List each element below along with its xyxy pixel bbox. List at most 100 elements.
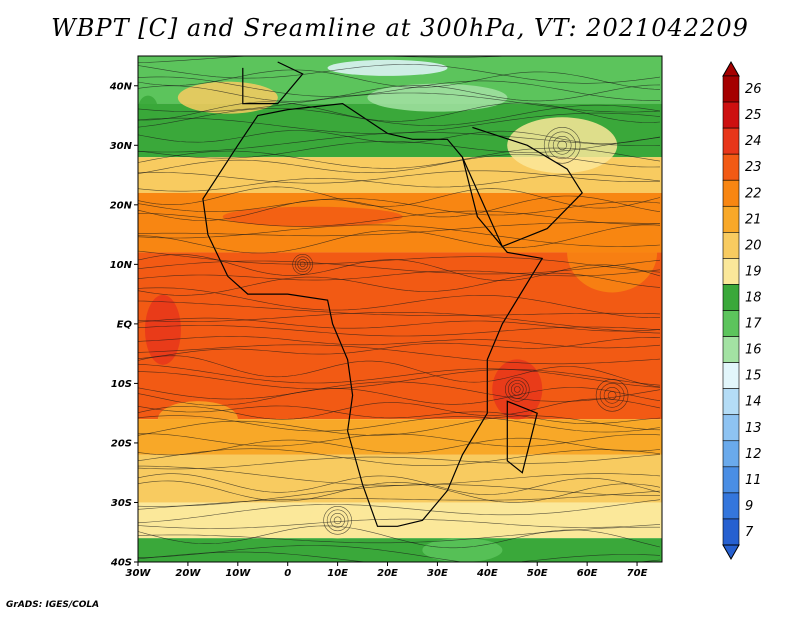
streamline-vortex bbox=[543, 126, 581, 164]
streamline bbox=[137, 170, 661, 184]
lon-tick-label: 20E bbox=[377, 568, 398, 579]
streamline bbox=[137, 454, 661, 470]
colorbar-bottom-arrow bbox=[722, 544, 740, 561]
colorbar-label-26: 26 bbox=[745, 82, 762, 97]
streamline bbox=[137, 448, 661, 466]
streamline bbox=[137, 137, 661, 159]
streamline-vortex bbox=[595, 379, 629, 412]
streamline-vortex bbox=[557, 140, 567, 151]
colorbar-swatch-21 bbox=[722, 205, 740, 233]
colorbar-swatch-13 bbox=[722, 414, 740, 442]
streamline bbox=[137, 336, 661, 359]
streamline-vortex bbox=[507, 380, 527, 399]
streamline bbox=[137, 398, 661, 420]
colorbar-top-arrow bbox=[722, 60, 740, 77]
streamline bbox=[137, 186, 661, 209]
streamline-vortex bbox=[599, 383, 625, 408]
streamline-vortex bbox=[323, 506, 352, 535]
streamline bbox=[137, 154, 661, 174]
colorbar-label-15: 15 bbox=[745, 369, 762, 384]
colorbar-label-7: 7 bbox=[745, 525, 754, 540]
colorbar-swatch-22 bbox=[722, 179, 740, 207]
latitude-axis: 40N 30N 20N 10N EQ 10S 20S 30S 40S bbox=[109, 81, 138, 569]
colorbar-swatch-9 bbox=[722, 492, 740, 520]
lat-tick-label: 40N bbox=[109, 81, 133, 92]
field-feature-8 bbox=[222, 206, 403, 227]
streamline bbox=[137, 405, 661, 424]
streamline bbox=[137, 272, 661, 296]
lon-tick-label: 30W bbox=[126, 568, 152, 579]
streamline-vortex bbox=[607, 391, 617, 400]
colorbar-label-9: 9 bbox=[745, 499, 753, 514]
streamline bbox=[137, 254, 661, 281]
streamline bbox=[137, 317, 661, 332]
streamline bbox=[137, 415, 661, 433]
colorbar-swatch-23 bbox=[722, 153, 740, 181]
streamline bbox=[137, 433, 661, 447]
streamline-vortex bbox=[294, 256, 311, 273]
colorbar-swatch-24 bbox=[722, 127, 740, 155]
streamline bbox=[137, 363, 661, 388]
field-feature-0 bbox=[367, 83, 508, 112]
streamline bbox=[137, 518, 661, 529]
streamline-vortex bbox=[299, 261, 306, 268]
colorbar-swatch-12 bbox=[722, 440, 740, 468]
field-band-8 bbox=[138, 538, 662, 562]
streamline-vortex bbox=[326, 509, 349, 532]
streamline bbox=[137, 344, 661, 365]
colorbar-label-18: 18 bbox=[745, 290, 762, 305]
streamline-vortex bbox=[292, 254, 313, 275]
lon-tick-label: 70E bbox=[627, 568, 648, 579]
streamline-vortex bbox=[510, 383, 524, 396]
colorbar-swatch-18 bbox=[722, 284, 740, 311]
arabia-coastline bbox=[461, 126, 583, 248]
field-band-6 bbox=[138, 454, 662, 503]
colorbar-swatch-26 bbox=[722, 75, 740, 103]
streamline bbox=[137, 84, 661, 102]
streamline bbox=[137, 355, 661, 388]
colorbar-swatch-20 bbox=[722, 232, 740, 259]
streamline-vortex bbox=[603, 387, 621, 404]
streamline bbox=[137, 224, 661, 247]
colorbar-label-12: 12 bbox=[745, 447, 762, 462]
lon-tick-label: 60E bbox=[577, 568, 598, 579]
colorbar-label-13: 13 bbox=[745, 421, 762, 436]
colorbar-label-24: 24 bbox=[745, 134, 762, 149]
lon-tick-label: 20W bbox=[175, 568, 201, 579]
lon-tick-label: 50E bbox=[527, 568, 548, 579]
field-band-7 bbox=[138, 502, 662, 539]
colorbar-swatch-19 bbox=[722, 258, 740, 285]
streamline bbox=[137, 300, 661, 316]
colorbar-label-22: 22 bbox=[745, 186, 762, 201]
field-feature-10 bbox=[177, 81, 278, 114]
streamline bbox=[137, 312, 661, 334]
longitude-axis: 30W 20W 10W 0 10E 20E 30E 40E 50E 60E 70E bbox=[126, 562, 648, 579]
lat-tick-label: 10S bbox=[111, 379, 132, 390]
lat-tick-label: 20N bbox=[110, 200, 133, 211]
streamline bbox=[137, 526, 660, 544]
lat-tick-label: 20S bbox=[111, 438, 132, 449]
streamline bbox=[137, 132, 661, 153]
streamline bbox=[137, 195, 661, 221]
chart-title: WBPT [C] and Sreamline at 300hPa, VT: 20… bbox=[51, 14, 749, 42]
field-feature-7 bbox=[157, 401, 238, 438]
colorbar-label-19: 19 bbox=[745, 264, 762, 279]
streamline bbox=[137, 484, 660, 507]
colorbar-swatch-16 bbox=[722, 336, 740, 363]
streamline bbox=[137, 473, 661, 495]
lon-tick-label: 0 bbox=[284, 568, 291, 579]
streamline-vortex bbox=[513, 386, 521, 393]
streamline bbox=[137, 287, 660, 318]
streamline bbox=[137, 76, 661, 101]
streamline bbox=[137, 64, 661, 84]
colorbar-label-21: 21 bbox=[745, 212, 762, 227]
lon-tick-label: 40E bbox=[476, 568, 498, 579]
lat-tick-label: EQ bbox=[117, 319, 133, 330]
colorbar-label-17: 17 bbox=[745, 317, 762, 332]
streamline bbox=[137, 490, 661, 510]
streamline bbox=[137, 147, 661, 169]
colorbar-swatch-25 bbox=[722, 101, 740, 129]
streamline bbox=[137, 198, 661, 216]
streamline bbox=[137, 259, 661, 275]
